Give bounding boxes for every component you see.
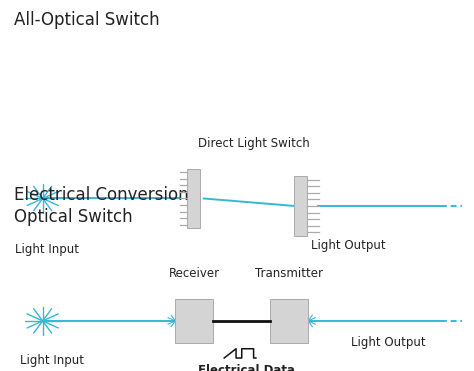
Text: Light Output: Light Output	[351, 336, 425, 349]
Text: Electrical Data: Electrical Data	[198, 364, 295, 371]
Bar	[175, 299, 213, 343]
Text: All-Optical Switch: All-Optical Switch	[14, 11, 160, 29]
Text: Electrical Conversion
Optical Switch: Electrical Conversion Optical Switch	[14, 186, 189, 226]
Text: Light Output: Light Output	[311, 239, 386, 252]
Text: Receiver: Receiver	[169, 267, 220, 280]
Text: Light Input: Light Input	[20, 354, 84, 367]
Text: Light Input: Light Input	[15, 243, 80, 256]
Text: Direct Light Switch: Direct Light Switch	[198, 137, 310, 150]
Bar	[187, 169, 200, 228]
Text: Transmitter: Transmitter	[255, 267, 323, 280]
Bar	[270, 299, 308, 343]
Bar	[294, 176, 307, 236]
